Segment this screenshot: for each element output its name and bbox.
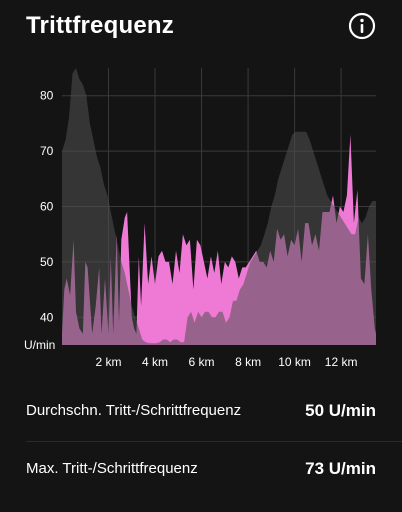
- y-tick-label: 50: [40, 255, 54, 269]
- y-unit-label: U/min: [24, 338, 55, 352]
- page-title: Trittfrequenz: [26, 12, 174, 39]
- y-axis-ticks: 40 50 60 70 80 U/min: [24, 89, 55, 352]
- avg-cadence-value: 50 U/min: [305, 401, 376, 420]
- cadence-chart: 40 50 60 70 80 U/min 2 km 4 km 6 km 8 km 10 km 12 …: [24, 68, 376, 369]
- avg-cadence-label: Durchschn. Tritt-/Schrittfrequenz: [26, 402, 242, 419]
- chart-areas: [62, 68, 376, 345]
- x-tick-label: 12 km: [325, 355, 358, 369]
- y-tick-label: 40: [40, 310, 54, 324]
- max-cadence-value: 73 U/min: [305, 459, 376, 478]
- x-tick-label: 2 km: [96, 355, 122, 369]
- y-tick-label: 70: [40, 144, 54, 158]
- y-tick-label: 60: [40, 200, 54, 214]
- x-tick-label: 6 km: [189, 355, 215, 369]
- info-icon[interactable]: [348, 12, 376, 40]
- series-gray-area: [62, 68, 376, 345]
- max-cadence-label: Max. Tritt-/Schrittfrequenz: [26, 460, 198, 477]
- y-tick-label: 80: [40, 89, 54, 103]
- x-axis-ticks: 2 km 4 km 6 km 8 km 10 km 12 km: [96, 355, 358, 369]
- divider: [26, 441, 402, 442]
- x-tick-label: 10 km: [278, 355, 311, 369]
- x-tick-label: 8 km: [235, 355, 261, 369]
- x-tick-label: 4 km: [142, 355, 168, 369]
